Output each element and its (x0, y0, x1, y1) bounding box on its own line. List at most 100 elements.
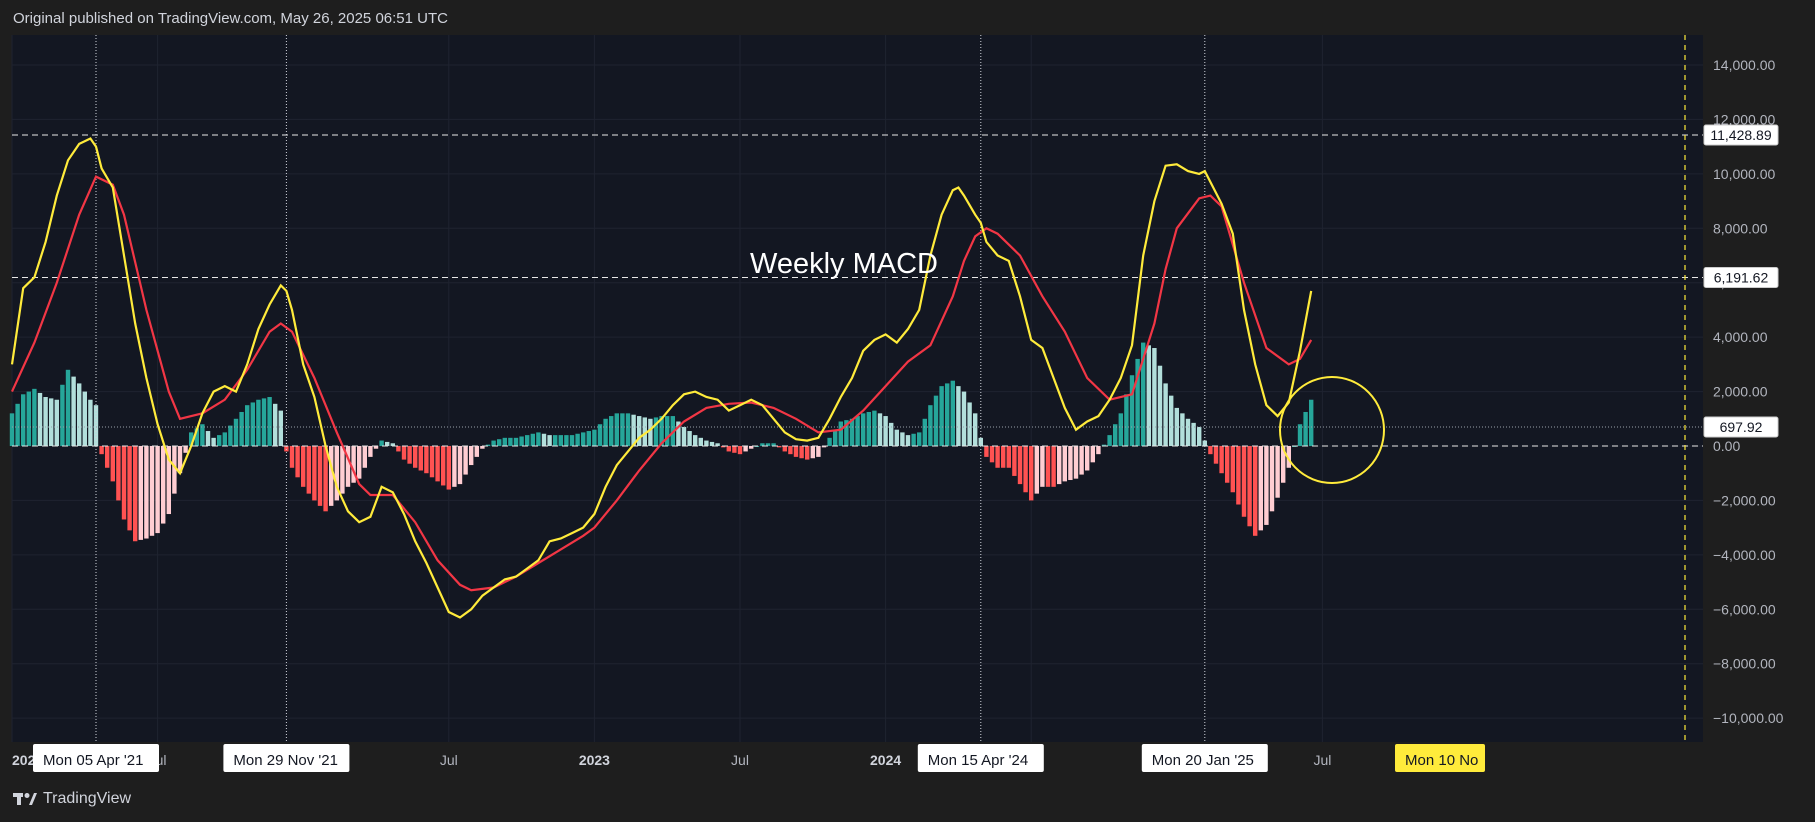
histogram-bar (110, 446, 115, 482)
histogram-bar (838, 421, 843, 446)
histogram-bar (704, 440, 709, 446)
histogram-bar (368, 446, 373, 457)
histogram-bar (1286, 446, 1291, 468)
date-badge-text: Mon 10 No (1405, 752, 1478, 769)
histogram-bar (1029, 446, 1034, 501)
histogram-bar (161, 446, 166, 524)
histogram-bar (183, 446, 188, 453)
histogram-bar (765, 443, 771, 446)
date-badge (1141, 744, 1268, 772)
brand-name: TradingView (43, 790, 132, 807)
level-price-labels: 11,428.89 6,191.62 697.92 (1703, 124, 1779, 438)
histogram-bar (1012, 446, 1017, 476)
histogram-bar (737, 446, 743, 455)
histogram-bar (1213, 446, 1219, 464)
histogram-bar (1062, 446, 1067, 482)
histogram-bar (228, 425, 233, 446)
histogram-bar (665, 416, 670, 446)
histogram-bar (149, 446, 155, 536)
histogram-bar (995, 446, 1000, 468)
histogram-bar (933, 395, 939, 446)
histogram-bar (289, 446, 295, 468)
histogram-bar (844, 420, 849, 446)
histogram-bar (317, 446, 323, 506)
histogram-bar (329, 446, 334, 506)
histogram-bar (1191, 422, 1196, 446)
histogram-bar (681, 426, 687, 446)
histogram-bar (250, 402, 255, 446)
histogram-bar (82, 391, 87, 446)
histogram-bar (928, 405, 933, 446)
histogram-bar (956, 386, 961, 446)
histogram-bar (978, 437, 983, 446)
histogram-bar (597, 424, 603, 446)
tradingview-logo-icon (13, 793, 37, 805)
histogram-bar (222, 432, 227, 446)
histogram-bar (749, 446, 754, 449)
histogram-bar (732, 446, 737, 453)
histogram-bar (1034, 446, 1039, 494)
date-badge-text: Mon 15 Apr '24 (928, 752, 1028, 769)
highlight-circle (1279, 376, 1385, 484)
histogram-bar (877, 413, 883, 446)
histogram-bar (782, 446, 787, 452)
histogram-bar (357, 446, 362, 479)
histogram-bar (760, 443, 765, 446)
date-badges: Mon 05 Apr '21 Mon 29 Nov '21 Mon 15 Apr '… (33, 744, 1485, 772)
histogram-bar (945, 383, 950, 446)
histogram-bar (1135, 358, 1140, 446)
histogram-bar (799, 446, 804, 459)
histogram-bar (631, 414, 636, 446)
histogram-bar (177, 446, 183, 474)
y-tick-label: −2,000.00 (1713, 492, 1776, 508)
histogram-bar (49, 398, 54, 446)
histogram-bar (1208, 446, 1213, 455)
date-badge-text: Mon 05 Apr '21 (43, 752, 143, 769)
plot-area[interactable] (12, 35, 1703, 742)
histogram-bar (564, 435, 569, 446)
histogram-bar (457, 446, 463, 485)
histogram-bar (961, 391, 967, 446)
histogram-bar (1118, 413, 1123, 446)
histogram-bar (519, 436, 524, 446)
y-tick-label: 4,000.00 (1713, 329, 1768, 345)
histogram-bar (463, 446, 468, 475)
histogram-bar (9, 413, 15, 446)
histogram-bar (155, 446, 160, 534)
histogram-bar (418, 446, 423, 471)
histogram-bar (1090, 446, 1095, 463)
histogram-bar (1023, 446, 1028, 493)
histogram-bar (1269, 446, 1275, 512)
highlight-vertical-lines (95, 35, 1206, 742)
histogram-bar (1079, 446, 1084, 475)
histogram-bar (116, 446, 121, 501)
histogram-bar (278, 410, 283, 446)
histogram-bar (771, 443, 776, 446)
histogram-bar (127, 446, 132, 531)
x-tick-label: 2023 (579, 752, 610, 768)
price-scale[interactable] (1703, 35, 1815, 742)
histogram-bar (648, 418, 653, 446)
histogram-bar (883, 416, 888, 446)
histogram-bar (709, 441, 715, 446)
histogram-bar (211, 437, 216, 446)
y-tick-label: 0.00 (1713, 438, 1740, 454)
x-tick-label: Jul (1313, 752, 1331, 768)
histogram-bar (581, 432, 586, 446)
histogram-bar (586, 431, 591, 446)
histogram-bar (26, 391, 31, 446)
histogram-bar (553, 435, 558, 446)
histogram-bar (1001, 446, 1006, 468)
histogram-bar (810, 446, 815, 459)
histogram-bar (513, 437, 519, 446)
histogram-bar (245, 405, 250, 446)
level-label-text: 11,428.89 (1710, 127, 1771, 143)
histogram-bar (205, 431, 211, 446)
histogram-bar (121, 446, 127, 520)
histogram-bar (1185, 418, 1191, 446)
level-label-text: 6,191.62 (1714, 269, 1769, 285)
histogram-bar (32, 388, 37, 446)
histogram-bar (861, 413, 866, 446)
histogram-bar (345, 446, 351, 487)
